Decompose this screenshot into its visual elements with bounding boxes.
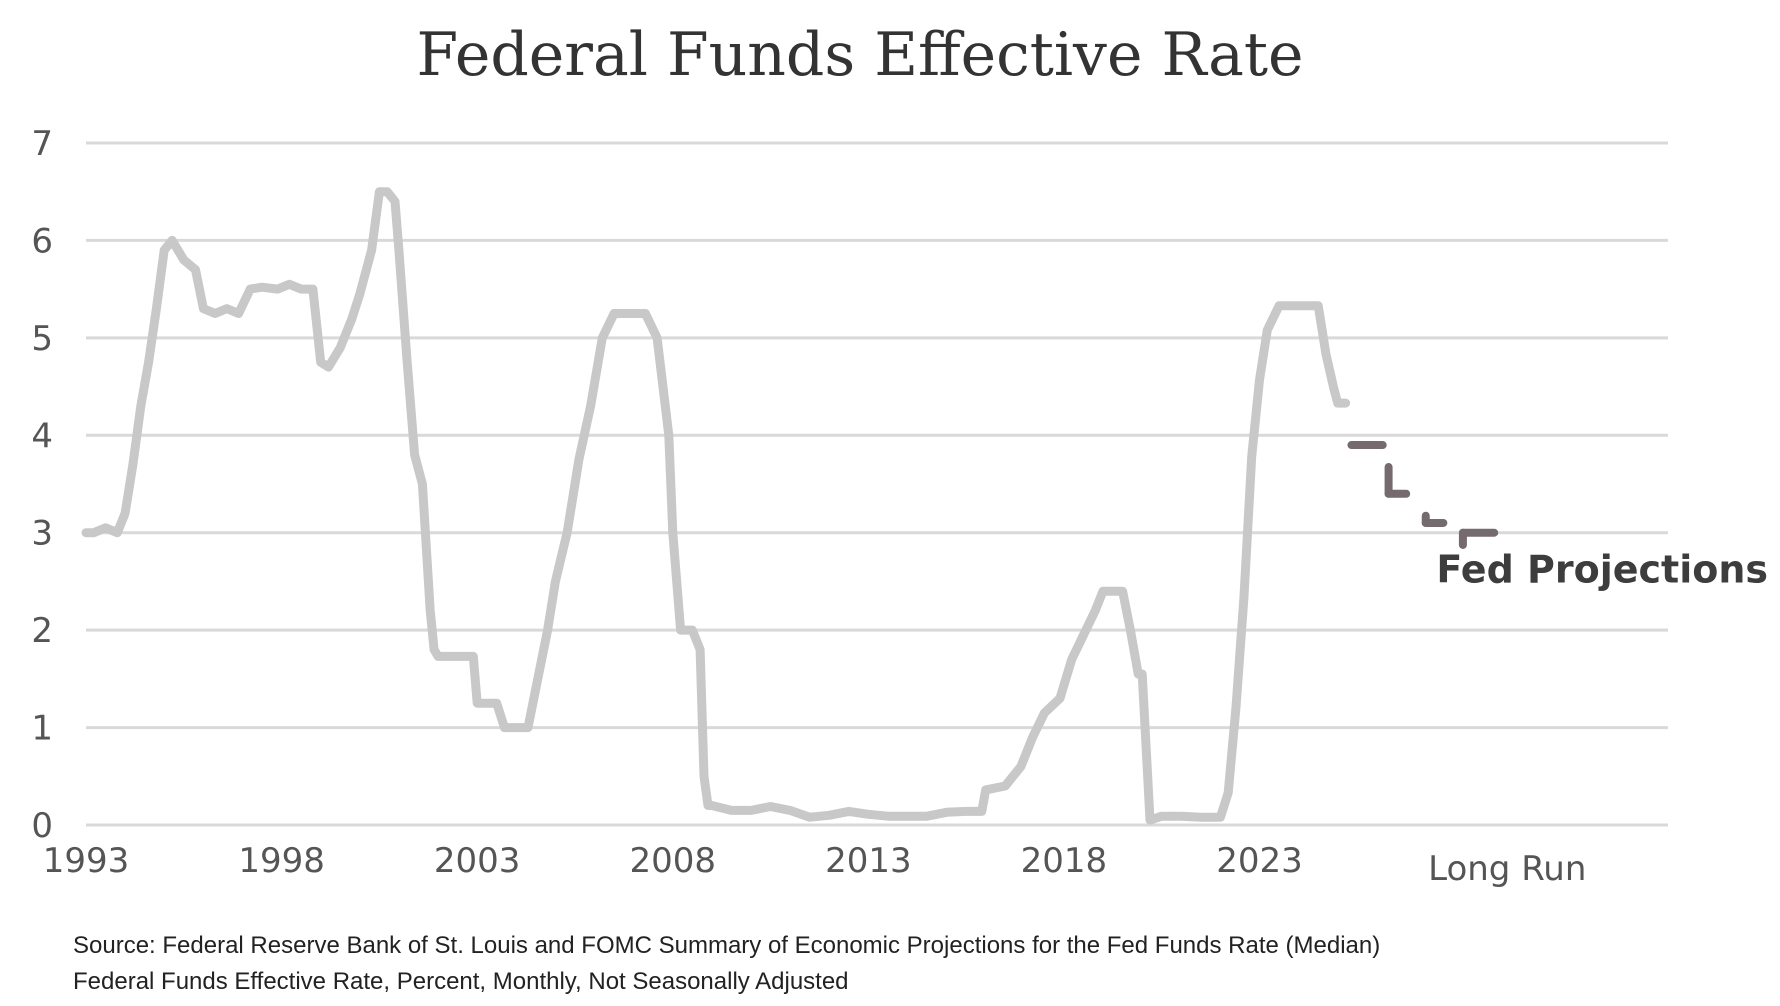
x-tick-label: 2013 (825, 841, 912, 881)
chart-title: Federal Funds Effective Rate (417, 20, 1304, 90)
y-axis-ticks: 0 1 2 3 4 5 6 7 (31, 124, 53, 846)
x-tick-label: Long Run (1428, 849, 1586, 889)
y-tick-label: 7 (31, 124, 53, 164)
projection-label: Fed Projections (1436, 548, 1768, 592)
grid-lines (86, 141, 1668, 827)
series-layer (81, 187, 1351, 825)
x-tick-label: 2008 (629, 841, 716, 881)
series-line-fed-funds-rate (81, 187, 1351, 825)
annotation-layer: Fed Projections (1436, 548, 1768, 592)
source-line-1: Source: Federal Reserve Bank of St. Loui… (73, 932, 1381, 959)
y-tick-label: 6 (31, 221, 53, 261)
y-tick-label: 4 (31, 416, 53, 456)
y-tick-label: 5 (31, 319, 53, 359)
x-tick-label: 2018 (1021, 841, 1108, 881)
x-axis-ticks: 1993 1998 2003 2008 2013 2018 2023 Long Run (43, 841, 1587, 889)
x-tick-label: 2023 (1216, 841, 1303, 881)
source-line-2: Federal Funds Effective Rate, Percent, M… (73, 968, 849, 995)
y-tick-label: 2 (31, 611, 53, 651)
y-tick-label: 0 (31, 806, 53, 846)
y-tick-label: 3 (31, 514, 53, 554)
projection-layer (1347, 441, 1499, 549)
y-tick-label: 1 (31, 709, 53, 749)
x-tick-label: 2003 (434, 841, 521, 881)
source-note: Source: Federal Reserve Bank of St. Loui… (73, 928, 1380, 1000)
x-tick-label: 1993 (43, 841, 130, 881)
x-tick-label: 1998 (238, 841, 325, 881)
